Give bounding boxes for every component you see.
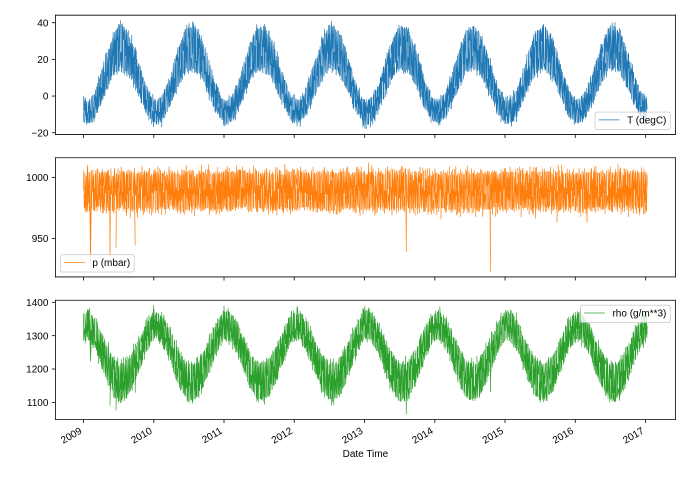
svg-text:1200: 1200 xyxy=(26,365,49,376)
svg-text:20: 20 xyxy=(37,55,49,66)
svg-text:rho (g/m**3): rho (g/m**3) xyxy=(612,308,666,319)
svg-text:1300: 1300 xyxy=(26,331,49,342)
svg-text:1000: 1000 xyxy=(26,173,49,184)
svg-text:−20: −20 xyxy=(31,128,48,139)
svg-text:1100: 1100 xyxy=(27,398,49,409)
svg-text:0: 0 xyxy=(43,92,49,103)
svg-text:Date Time: Date Time xyxy=(343,449,389,460)
svg-text:950: 950 xyxy=(32,234,49,245)
svg-text:T (degC): T (degC) xyxy=(627,115,666,126)
svg-text:p (mbar): p (mbar) xyxy=(92,258,130,269)
svg-text:40: 40 xyxy=(37,18,49,29)
svg-text:1400: 1400 xyxy=(26,298,49,309)
